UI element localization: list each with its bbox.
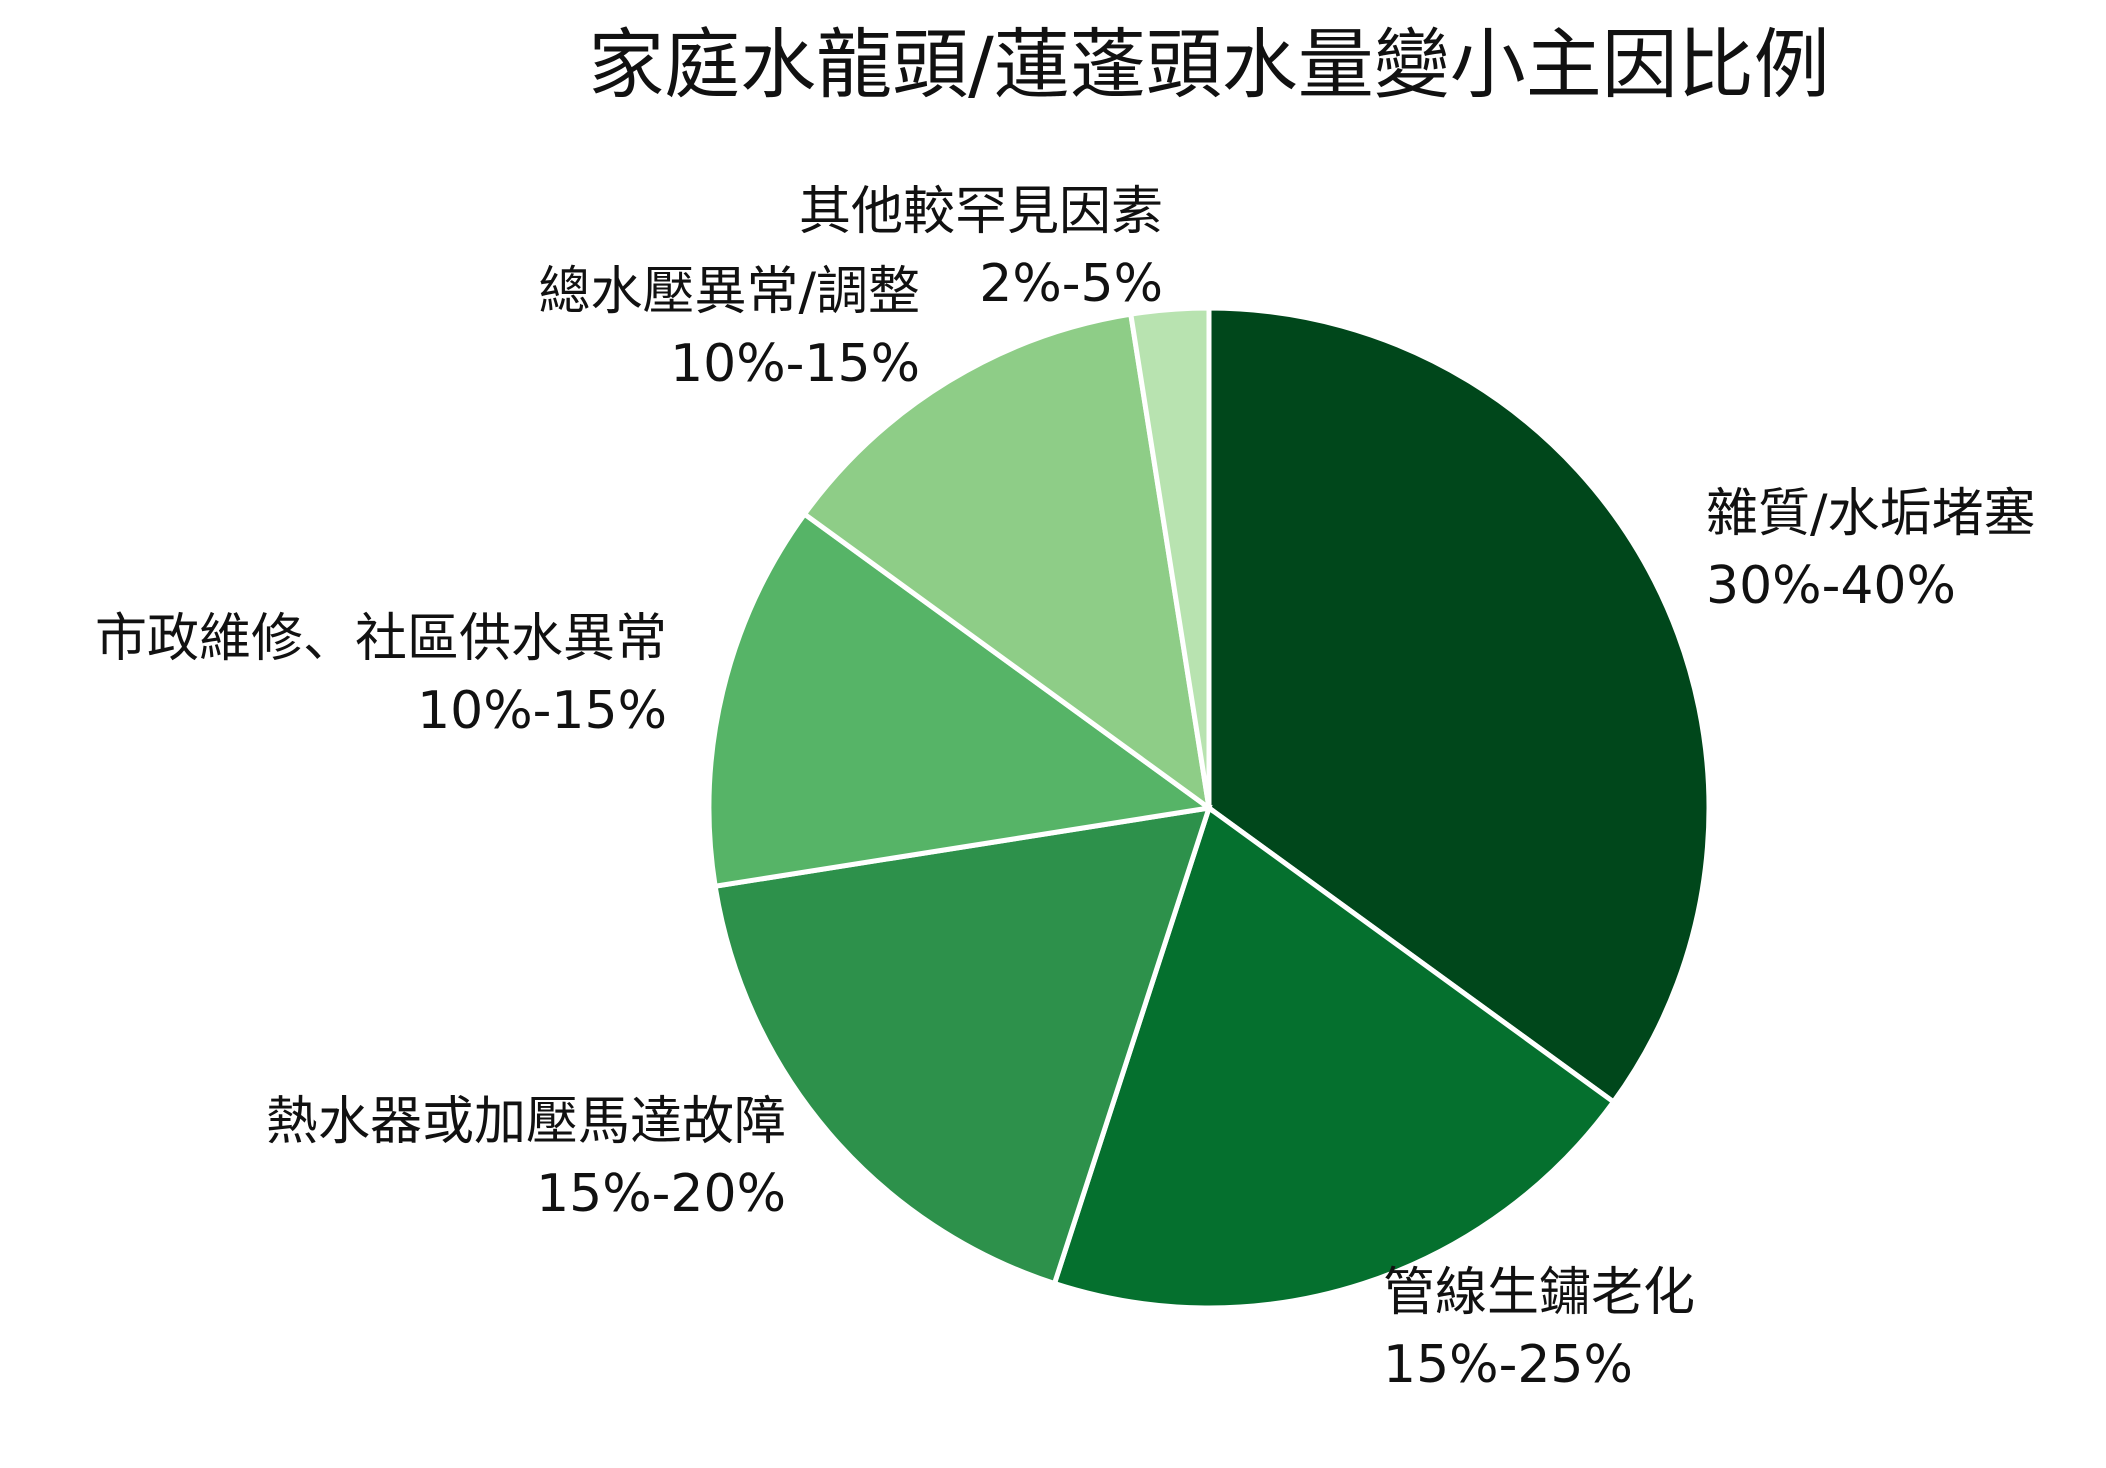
- slice-label: 其他較罕見因素: [799, 182, 1163, 242]
- slice-label: 熱水器或加壓馬達故障: [266, 1092, 786, 1152]
- value-label: 15%-25%: [1383, 1335, 1633, 1395]
- pie-slice: [1206, 305, 1712, 1106]
- pie-slice: [706, 510, 1216, 890]
- slice-label: 市政維修、社區供水異常: [95, 609, 667, 669]
- pie-slice: [712, 804, 1213, 1287]
- slice-label: 管線生鏽老化: [1383, 1263, 1695, 1323]
- value-label: 2%-5%: [979, 254, 1163, 314]
- pie-slice: [1127, 305, 1212, 809]
- pie-slice: [1051, 803, 1618, 1311]
- value-label: 10%-15%: [417, 681, 667, 741]
- pie-slice: [800, 311, 1213, 814]
- value-label: 10%-15%: [670, 334, 920, 394]
- value-label: 15%-20%: [536, 1164, 786, 1224]
- slice-label: 雜質/水垢堵塞: [1706, 484, 2036, 544]
- value-label: 30%-40%: [1706, 556, 1956, 616]
- slice-label: 總水壓異常/調整: [538, 262, 920, 322]
- chart-title: 家庭水龍頭/蓮蓬頭水量變小主因比例: [588, 20, 1830, 109]
